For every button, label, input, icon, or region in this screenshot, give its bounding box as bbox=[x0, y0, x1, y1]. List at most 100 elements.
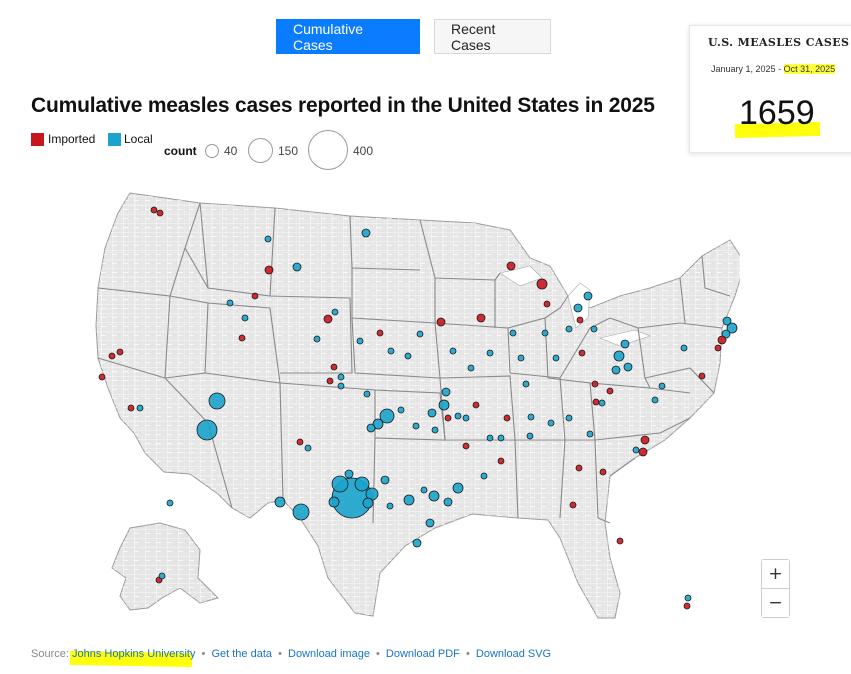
case-marker[interactable] bbox=[397, 406, 405, 414]
case-marker[interactable] bbox=[238, 334, 246, 342]
case-marker[interactable] bbox=[452, 482, 464, 494]
case-marker[interactable] bbox=[313, 335, 321, 343]
zoom-in-button[interactable]: + bbox=[762, 560, 789, 588]
case-marker[interactable] bbox=[420, 486, 428, 494]
case-marker[interactable] bbox=[620, 339, 630, 349]
source-org-link[interactable]: Johns Hopkins University bbox=[71, 648, 196, 660]
case-marker[interactable] bbox=[251, 292, 259, 300]
case-marker[interactable] bbox=[241, 314, 249, 322]
case-marker[interactable] bbox=[116, 348, 124, 356]
case-marker[interactable] bbox=[156, 209, 164, 217]
case-marker[interactable] bbox=[331, 475, 349, 493]
case-marker[interactable] bbox=[404, 352, 412, 360]
case-marker[interactable] bbox=[292, 503, 310, 521]
case-marker[interactable] bbox=[573, 303, 583, 313]
case-marker[interactable] bbox=[454, 412, 462, 420]
case-marker[interactable] bbox=[680, 344, 688, 352]
case-marker[interactable] bbox=[354, 476, 370, 492]
case-marker[interactable] bbox=[428, 490, 440, 502]
case-marker[interactable] bbox=[616, 537, 624, 545]
case-marker[interactable] bbox=[330, 363, 338, 371]
case-marker[interactable] bbox=[599, 468, 607, 476]
get-data-link[interactable]: Get the data bbox=[211, 648, 273, 660]
case-marker[interactable] bbox=[387, 347, 395, 355]
tab-cumulative-cases[interactable]: Cumulative Cases bbox=[276, 19, 420, 54]
case-marker[interactable] bbox=[438, 399, 450, 411]
case-marker[interactable] bbox=[386, 502, 394, 510]
zoom-out-button[interactable]: − bbox=[762, 589, 789, 617]
case-marker[interactable] bbox=[565, 414, 573, 422]
us-map[interactable] bbox=[90, 178, 740, 628]
case-marker[interactable] bbox=[323, 314, 333, 324]
case-marker[interactable] bbox=[527, 413, 535, 421]
case-marker[interactable] bbox=[296, 438, 304, 446]
case-marker[interactable] bbox=[425, 518, 435, 528]
download-image-link[interactable]: Download image bbox=[288, 648, 370, 660]
case-marker[interactable] bbox=[380, 475, 390, 485]
case-marker[interactable] bbox=[569, 501, 577, 509]
case-marker[interactable] bbox=[412, 422, 420, 430]
case-marker[interactable] bbox=[264, 265, 274, 275]
case-marker[interactable] bbox=[497, 457, 505, 465]
case-marker[interactable] bbox=[497, 434, 505, 442]
case-marker[interactable] bbox=[326, 377, 334, 385]
case-marker[interactable] bbox=[651, 396, 659, 404]
download-pdf-link[interactable]: Download PDF bbox=[385, 648, 460, 660]
download-svg-link[interactable]: Download SVG bbox=[475, 648, 552, 660]
case-marker[interactable] bbox=[427, 408, 437, 418]
case-marker[interactable] bbox=[552, 354, 560, 362]
case-marker[interactable] bbox=[449, 347, 457, 355]
case-marker[interactable] bbox=[509, 329, 517, 337]
case-marker[interactable] bbox=[150, 206, 158, 214]
case-marker[interactable] bbox=[127, 404, 135, 412]
case-marker[interactable] bbox=[658, 382, 666, 390]
case-marker[interactable] bbox=[611, 365, 621, 375]
case-marker[interactable] bbox=[598, 399, 606, 407]
case-marker[interactable] bbox=[363, 390, 371, 398]
case-marker[interactable] bbox=[436, 317, 446, 327]
case-marker[interactable] bbox=[98, 373, 106, 381]
case-marker[interactable] bbox=[366, 423, 376, 433]
case-marker[interactable] bbox=[443, 497, 453, 507]
case-marker[interactable] bbox=[372, 418, 384, 430]
case-marker[interactable] bbox=[536, 278, 548, 290]
case-marker[interactable] bbox=[576, 316, 584, 324]
case-marker[interactable] bbox=[356, 337, 364, 345]
case-marker[interactable] bbox=[344, 469, 354, 479]
case-marker[interactable] bbox=[441, 387, 451, 397]
case-marker[interactable] bbox=[379, 408, 395, 424]
case-marker[interactable] bbox=[578, 349, 586, 357]
case-marker[interactable] bbox=[522, 380, 530, 388]
case-marker[interactable] bbox=[362, 497, 374, 509]
case-marker[interactable] bbox=[632, 446, 640, 454]
case-marker[interactable] bbox=[416, 330, 424, 338]
case-marker[interactable] bbox=[714, 344, 722, 352]
case-marker[interactable] bbox=[541, 329, 549, 337]
case-marker[interactable] bbox=[196, 419, 218, 441]
case-marker[interactable] bbox=[717, 335, 727, 345]
case-marker[interactable] bbox=[517, 354, 525, 362]
case-marker[interactable] bbox=[586, 430, 594, 438]
case-marker[interactable] bbox=[606, 387, 614, 395]
case-marker[interactable] bbox=[208, 392, 226, 410]
case-marker[interactable] bbox=[547, 419, 555, 427]
case-marker[interactable] bbox=[328, 496, 340, 508]
case-marker[interactable] bbox=[506, 261, 516, 271]
case-marker[interactable] bbox=[722, 316, 732, 326]
case-marker[interactable] bbox=[476, 313, 486, 323]
case-marker[interactable] bbox=[337, 382, 345, 390]
case-marker[interactable] bbox=[462, 414, 470, 422]
case-marker[interactable] bbox=[376, 329, 384, 337]
case-marker[interactable] bbox=[592, 398, 600, 406]
case-marker[interactable] bbox=[136, 404, 144, 412]
case-marker[interactable] bbox=[158, 572, 166, 580]
case-marker[interactable] bbox=[304, 444, 312, 452]
case-marker[interactable] bbox=[698, 372, 706, 380]
case-marker[interactable] bbox=[583, 291, 593, 301]
case-marker[interactable] bbox=[591, 380, 599, 388]
case-marker[interactable] bbox=[726, 322, 738, 334]
case-marker[interactable] bbox=[543, 300, 551, 308]
case-marker[interactable] bbox=[638, 447, 648, 457]
case-marker[interactable] bbox=[108, 352, 116, 360]
case-marker[interactable] bbox=[684, 594, 692, 602]
